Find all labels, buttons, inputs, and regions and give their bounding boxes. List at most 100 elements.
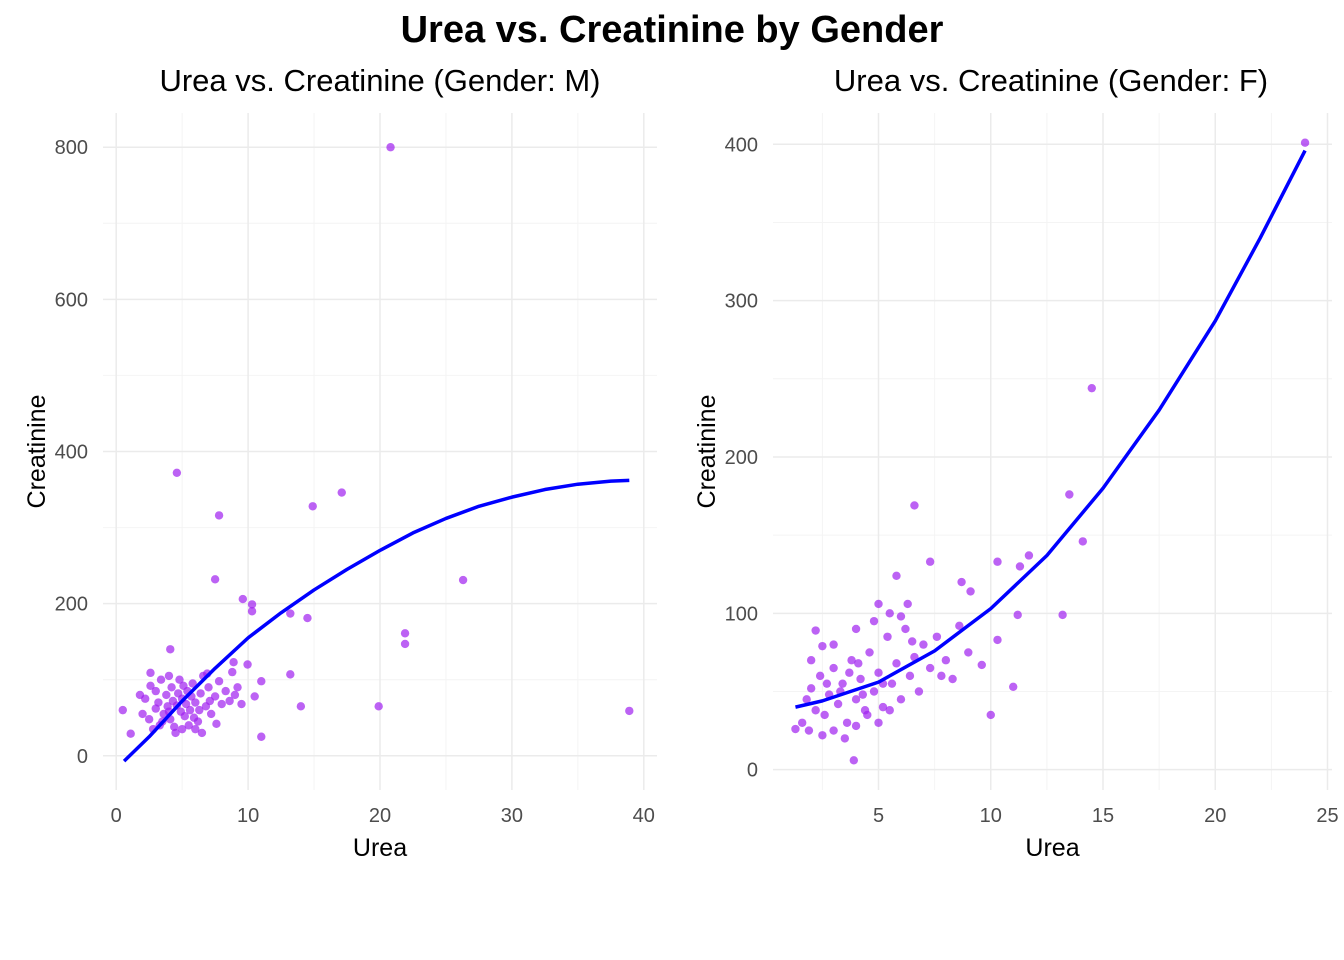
data-point [851,624,861,634]
data-point [230,690,240,700]
data-point [286,609,295,618]
data-point [966,587,975,596]
data-point [225,696,234,706]
y-tick-label: 100 [725,603,758,625]
x-tick-label: 15 [1092,805,1114,827]
data-point [154,698,163,707]
data-point [914,687,924,696]
data-point [172,468,182,477]
y-tick-label: 300 [725,291,758,313]
data-point [791,724,800,734]
data-point [838,679,847,688]
data-point [811,706,820,715]
data-point [166,645,175,654]
data-point [941,656,951,665]
data-point [818,641,827,651]
data-point [1300,138,1310,147]
data-point [851,721,861,731]
data-point [903,599,912,609]
data-point [892,571,901,580]
data-point [286,670,295,679]
y-tick-label: 0 [77,746,88,768]
data-point [176,707,186,716]
data-point [185,705,195,715]
x-tick-label: 20 [369,805,391,827]
data-point [818,731,827,740]
data-point [811,626,820,635]
data-point [964,648,973,657]
data-point [869,616,879,626]
data-point [625,706,634,716]
y-tick-label: 200 [55,594,88,616]
data-point [887,679,897,688]
data-point [189,713,199,722]
data-point [197,728,207,738]
data-point [977,660,986,670]
data-point [217,699,226,709]
data-point [214,511,224,520]
data-point [162,690,171,700]
data-point [164,671,174,681]
data-point [822,679,832,688]
data-point [869,687,879,696]
data-point [925,557,935,566]
data-point [196,689,205,698]
data-point [257,677,266,686]
data-point [919,640,928,649]
data-point [1058,610,1067,620]
data-point [146,668,155,678]
chart-title: Urea vs. Creatinine by Gender [401,9,944,51]
data-point [885,609,894,618]
smooth-line [795,149,1307,709]
data-point [858,690,867,699]
data-point [173,689,183,698]
x-tick-label: 0 [111,805,122,827]
data-point [806,684,816,693]
data-point [135,690,145,700]
data-point [820,710,829,720]
x-tick-label: 10 [980,805,1002,827]
data-point [907,637,917,646]
data-point [993,557,1002,566]
data-point [829,640,838,649]
data-point [802,695,811,704]
data-point [854,659,863,668]
data-point [214,677,224,686]
data-point [210,575,220,584]
data-point [181,699,191,709]
data-point [856,674,865,684]
data-point [851,695,861,704]
data-point [1065,490,1074,499]
y-tick-label: 400 [725,134,758,156]
panel-title: Urea vs. Creatinine (Gender: M) [159,63,600,98]
data-point [171,728,180,738]
data-point [957,577,966,587]
data-point [986,710,995,720]
data-point [303,613,312,623]
y-tick-label: 0 [747,760,758,782]
data-point [188,679,197,688]
data-point [168,696,178,706]
data-point [159,709,168,719]
x-tick-label: 30 [501,805,523,827]
data-point [167,683,176,692]
y-tick-label: 600 [55,289,88,311]
y-tick-label: 200 [725,447,758,469]
data-point [845,668,854,677]
x-axis-label: Urea [1025,834,1079,862]
data-point [126,729,135,738]
data-point [237,699,246,709]
data-point [308,502,317,511]
panel-title: Urea vs. Creatinine (Gender: F) [834,63,1268,98]
data-point [212,719,221,729]
data-point [806,656,816,665]
data-point [1024,551,1034,560]
data-point [175,675,184,684]
smooth-line [122,478,630,763]
data-point [1015,562,1025,571]
data-point [932,632,942,641]
y-tick-label: 800 [55,137,88,159]
data-point [833,699,843,709]
data-point [247,600,257,609]
data-point [842,718,852,727]
